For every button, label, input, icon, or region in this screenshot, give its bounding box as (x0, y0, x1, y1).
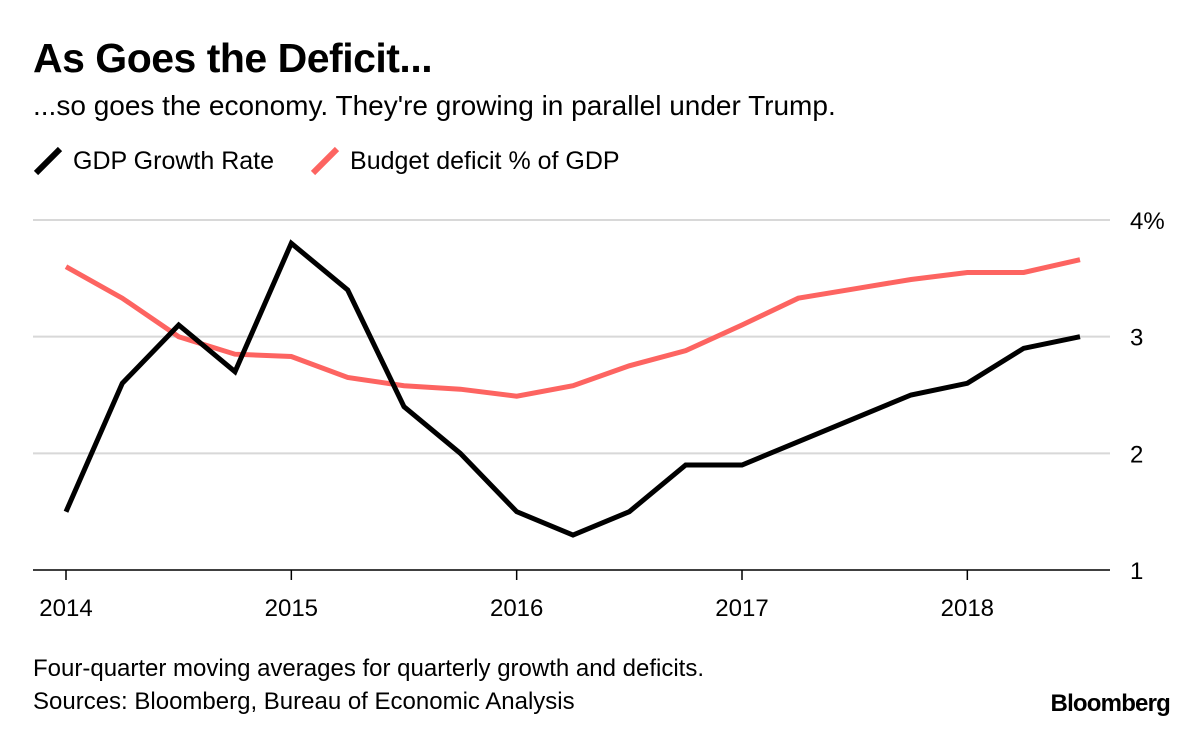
x-tick-label: 2018 (941, 595, 994, 622)
x-tick-label: 2017 (715, 595, 768, 622)
x-tick-label: 2016 (490, 595, 543, 622)
legend-swatch-deficit-line (310, 146, 340, 176)
y-tick-label: 2 (1130, 441, 1143, 468)
legend-swatch-deficit (310, 146, 340, 176)
x-tick-label: 2015 (265, 595, 318, 622)
legend-swatch-gdp (33, 146, 63, 176)
budget-deficit-line (64, 257, 1081, 399)
y-tick-label: 4% (1130, 208, 1165, 235)
legend-label-gdp: GDP Growth Rate (73, 146, 275, 175)
bloomberg-logo: Bloomberg (1050, 690, 1171, 717)
legend-swatch-gdp-line (33, 146, 63, 176)
legend-item-gdp: GDP Growth Rate (33, 146, 274, 176)
legend-label-deficit: Budget deficit % of GDP (350, 146, 620, 175)
legend-item-deficit: Budget deficit % of GDP (310, 146, 620, 176)
y-tick-label: 1 (1130, 558, 1143, 585)
y-tick-label: 3 (1130, 325, 1143, 352)
legend: GDP Growth Rate Budget deficit % of GDP (33, 141, 656, 181)
x-tick-label: 2014 (39, 595, 92, 622)
footnote-sources: Sources: Bloomberg, Bureau of Economic A… (33, 688, 575, 715)
chart-title: As Goes the Deficit... (33, 35, 433, 81)
gdp-growth-line (63, 239, 1081, 538)
chart-subtitle: ...so goes the economy. They're growing … (33, 90, 836, 121)
footnote: Four-quarter moving averages for quarter… (33, 652, 704, 718)
footnote-note: Four-quarter moving averages for quarter… (33, 655, 704, 682)
